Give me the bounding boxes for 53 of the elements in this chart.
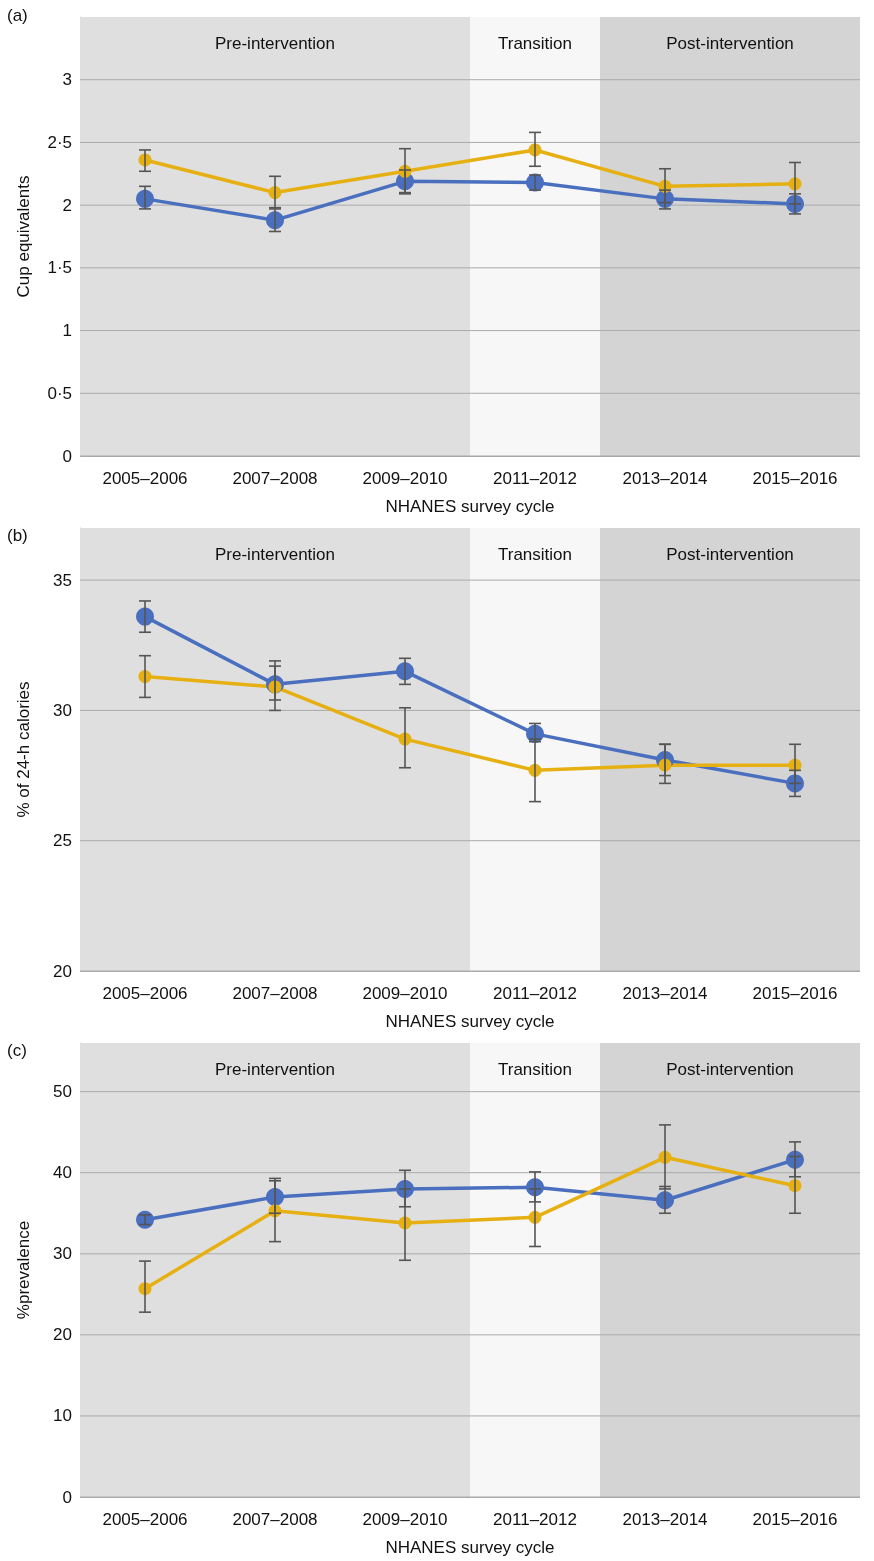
band-label: Pre-intervention <box>214 1060 336 1079</box>
band-label: Pre-intervention <box>214 34 336 53</box>
band-label: Transition <box>497 34 573 53</box>
band-label: Transition <box>497 1060 573 1079</box>
chart-title: (a) <box>7 6 28 25</box>
y-tick-label: 0 <box>62 446 72 466</box>
x-tick-label: 2009–2010 <box>362 984 448 1003</box>
x-tick-label: 2005–2006 <box>102 984 188 1003</box>
x-tick-label: 2009–2010 <box>362 1510 448 1529</box>
y-tick-label: 2·5 <box>47 132 72 152</box>
chart-title: (b) <box>7 526 28 545</box>
y-tick-label: 40 <box>53 1163 72 1183</box>
band-label: Transition <box>497 545 573 564</box>
x-tick-label: 2005–2006 <box>102 469 188 488</box>
y-tick-label: 20 <box>53 961 72 981</box>
x-tick-label: 2007–2008 <box>232 984 318 1003</box>
band-label: Pre-intervention <box>214 545 336 564</box>
x-tick-label: 2015–2016 <box>752 1510 838 1529</box>
chart-title: (c) <box>7 1041 27 1060</box>
y-tick-label: 20 <box>53 1325 72 1345</box>
x-tick-label: 2015–2016 <box>752 469 838 488</box>
x-tick-label: 2011–2012 <box>493 984 577 1003</box>
x-tick-label: 2007–2008 <box>232 1510 318 1529</box>
y-tick-label: 3 <box>62 70 72 90</box>
y-tick-label: 50 <box>53 1082 72 1102</box>
y-axis-title: %prevalence <box>14 1220 33 1320</box>
y-tick-label: 25 <box>53 831 72 851</box>
x-tick-label: 2013–2014 <box>622 1510 708 1529</box>
y-tick-label: 35 <box>53 570 72 590</box>
x-tick-label: 2011–2012 <box>493 469 577 488</box>
y-tick-label: 30 <box>53 1244 72 1264</box>
x-axis-title: NHANES survey cycle <box>385 1538 555 1557</box>
x-tick-label: 2005–2006 <box>102 1510 188 1529</box>
x-tick-label: 2011–2012 <box>493 1510 577 1529</box>
x-axis-title: NHANES survey cycle <box>385 1012 555 1031</box>
band-label: Post-intervention <box>666 1060 794 1079</box>
y-tick-label: 2 <box>62 195 72 215</box>
y-tick-label: 1 <box>62 321 72 341</box>
x-axis-title: NHANES survey cycle <box>385 497 555 516</box>
x-tick-label: 2013–2014 <box>622 984 708 1003</box>
band-label: Post-intervention <box>666 34 794 53</box>
x-tick-label: 2007–2008 <box>232 469 318 488</box>
y-tick-label: 0·5 <box>47 383 72 403</box>
x-tick-label: 2015–2016 <box>752 984 838 1003</box>
x-tick-label: 2009–2010 <box>362 469 448 488</box>
band-label: Post-intervention <box>666 545 794 564</box>
y-tick-label: 0 <box>62 1487 72 1507</box>
y-tick-label: 1·5 <box>47 258 72 278</box>
y-axis-title: Cup equivalents <box>14 175 33 298</box>
y-tick-label: 10 <box>53 1406 72 1426</box>
x-tick-label: 2013–2014 <box>622 469 708 488</box>
y-axis-title: % of 24-h calories <box>14 681 33 818</box>
y-tick-label: 30 <box>53 700 72 720</box>
